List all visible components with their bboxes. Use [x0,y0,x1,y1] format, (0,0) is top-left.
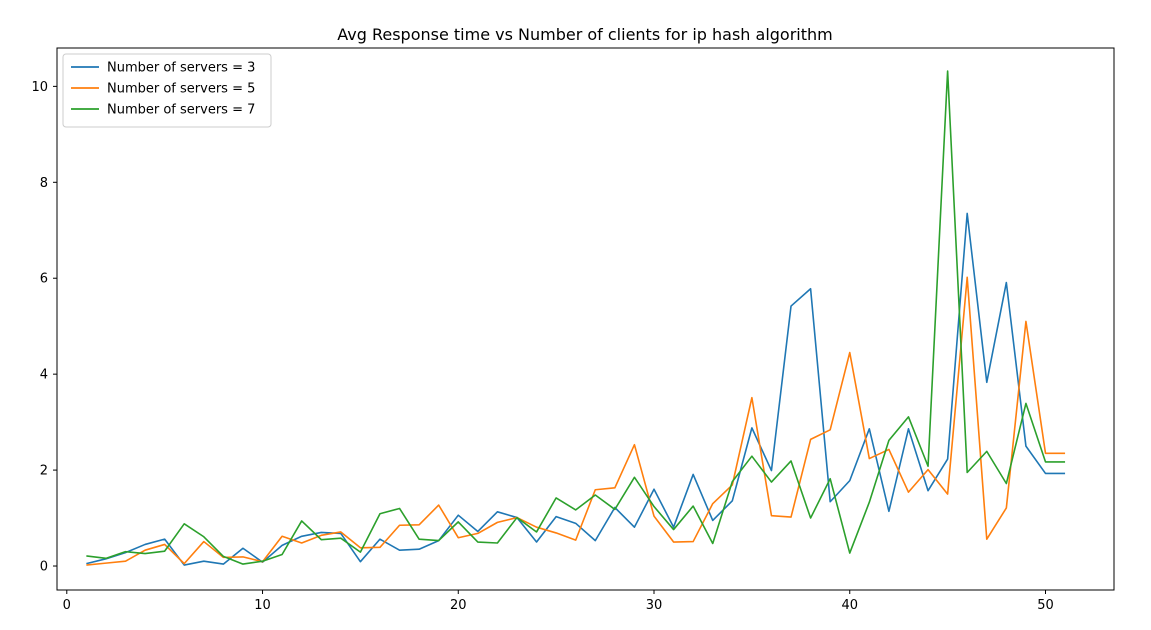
x-tick-label-30: 30 [646,598,663,613]
series-line-1 [86,212,1066,566]
y-tick-label-4: 4 [40,368,48,383]
series-line-3 [86,70,1066,565]
y-tick-label-10: 10 [31,80,48,95]
series-line-2 [86,276,1066,566]
chart-title: Avg Response time vs Number of clients f… [337,25,833,44]
legend: Number of servers = 3 Number of servers =… [62,53,272,128]
x-tick-label-50: 50 [1037,598,1054,613]
plot-area: 0 10 20 30 40 50 0 2 4 6 8 10 [31,47,1115,613]
legend-label-3: Number of servers = 7 [107,103,255,118]
x-tick-label-40: 40 [841,598,858,613]
legend-box [62,53,272,128]
y-tick-label-6: 6 [40,272,48,287]
y-tick-label-2: 2 [40,464,48,479]
x-tick-label-10: 10 [254,598,271,613]
x-tick-label-0: 0 [63,598,71,613]
legend-label-2: Number of servers = 5 [107,82,255,97]
legend-label-1: Number of servers = 3 [107,61,255,76]
x-tick-label-20: 20 [450,598,467,613]
y-tick-label-0: 0 [40,560,48,575]
axes-frame [56,47,1115,591]
y-tick-label-8: 8 [40,176,48,191]
